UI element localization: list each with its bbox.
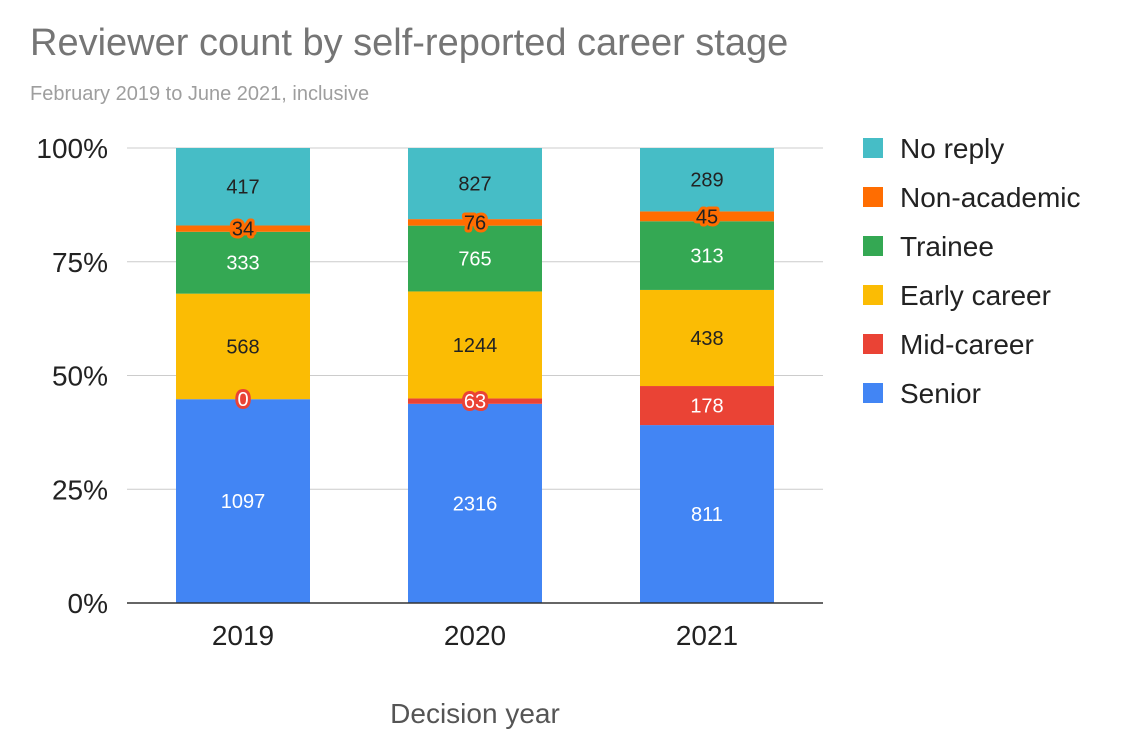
- bar-segment-non-academic: [640, 211, 774, 222]
- y-tick-label: 75%: [52, 247, 108, 278]
- bar-segment-trainee: [176, 231, 310, 294]
- legend-swatch: [863, 285, 883, 305]
- y-tick-label: 0%: [68, 588, 108, 619]
- bar-segment-no-reply: [408, 148, 542, 220]
- legend-label: Early career: [900, 280, 1051, 311]
- x-tick-label: 2020: [444, 620, 506, 651]
- legend-swatch: [863, 383, 883, 403]
- x-axis-title: Decision year: [390, 698, 560, 729]
- bar-segment-trainee: [408, 225, 542, 292]
- y-tick-label: 100%: [36, 133, 108, 164]
- bar-segment-mid-career: [640, 386, 774, 426]
- bar-segment-mid-career: [408, 398, 542, 404]
- data-label: 333: [226, 253, 259, 275]
- bar-segment-no-reply: [176, 148, 310, 226]
- data-label: 438: [690, 328, 723, 350]
- bar-segment-early-career: [640, 289, 774, 387]
- data-label: 313: [690, 246, 723, 268]
- bar-segment-no-reply: [640, 148, 774, 212]
- chart-subtitle: February 2019 to June 2021, inclusive: [30, 83, 370, 105]
- data-label: 289: [690, 170, 723, 192]
- chart-title: Reviewer count by self-reported career s…: [30, 22, 789, 64]
- bar-segment-early-career: [176, 293, 310, 400]
- bar-segment-trainee: [640, 221, 774, 290]
- bar-segment-early-career: [408, 291, 542, 399]
- legend-label: Mid-career: [900, 329, 1034, 360]
- data-label: 568: [226, 336, 259, 358]
- bar-segment-non-academic: [176, 225, 310, 232]
- legend-swatch: [863, 138, 883, 158]
- bar-segment-non-academic: [408, 219, 542, 226]
- legend-label: Senior: [900, 378, 981, 409]
- data-label: 178: [690, 396, 723, 418]
- data-label: 811: [691, 504, 723, 526]
- bar-segment-senior: [640, 425, 774, 603]
- legend-label: Trainee: [900, 231, 994, 262]
- y-tick-label: 25%: [52, 474, 108, 505]
- data-label: 34: [232, 219, 254, 241]
- data-label: 76: [464, 212, 486, 234]
- legend-swatch: [863, 236, 883, 256]
- data-label: 63: [464, 391, 486, 413]
- legend-label: Non-academic: [900, 182, 1081, 213]
- bar-segment-senior: [176, 399, 310, 603]
- x-tick-label: 2021: [676, 620, 738, 651]
- legend-label: No reply: [900, 133, 1004, 164]
- x-tick-label: 2019: [212, 620, 274, 651]
- data-label: 0: [237, 389, 248, 411]
- data-label: 417: [226, 177, 259, 199]
- data-label: 827: [458, 174, 491, 196]
- data-label: 1097: [221, 491, 266, 513]
- data-label: 765: [458, 249, 491, 271]
- data-label: 45: [696, 206, 718, 228]
- y-tick-label: 50%: [52, 361, 108, 392]
- bar-segment-senior: [408, 403, 542, 603]
- legend-swatch: [863, 187, 883, 207]
- legend-swatch: [863, 334, 883, 354]
- data-label: 1244: [453, 335, 498, 357]
- data-label: 2316: [453, 493, 498, 515]
